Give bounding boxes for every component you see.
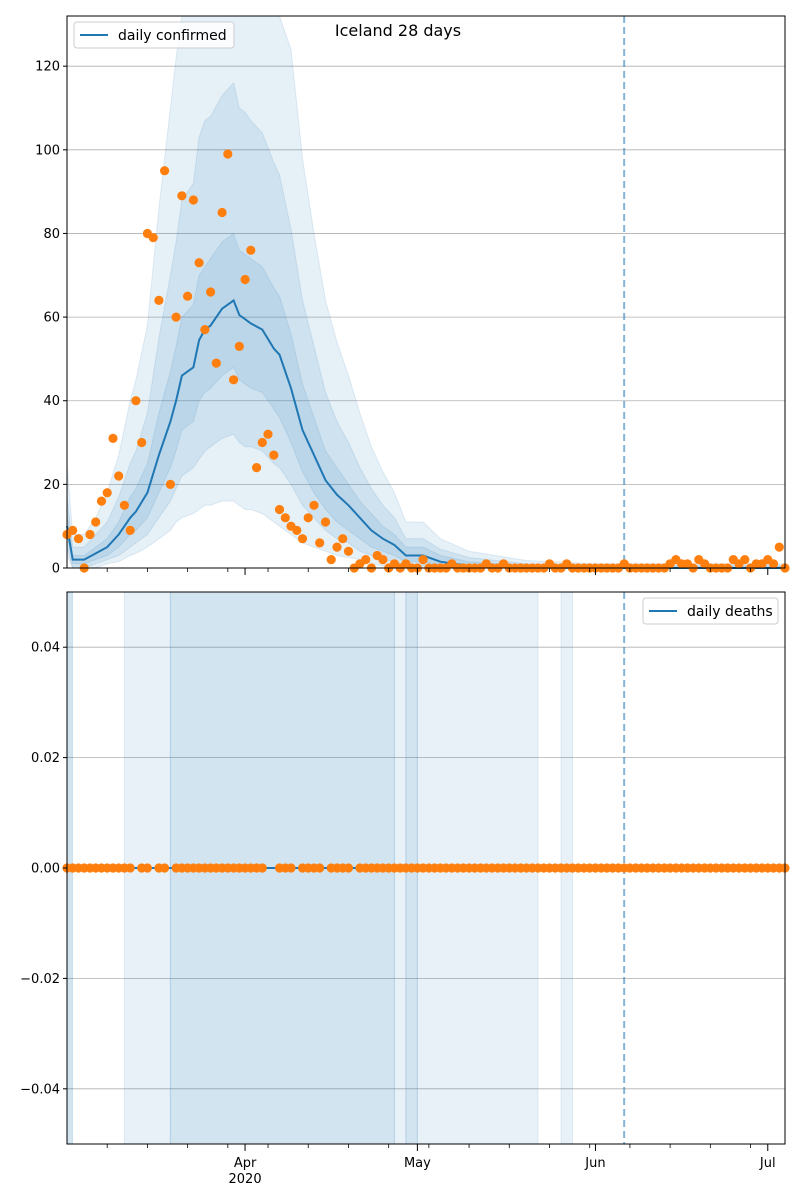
observed-point — [240, 274, 250, 285]
observed-point — [292, 525, 302, 536]
observed-point — [114, 471, 124, 481]
y-tick-label: 20 — [43, 478, 60, 493]
observed-point — [194, 258, 204, 268]
legend-deaths: daily deaths — [642, 597, 779, 625]
x-tick-label: Jul — [759, 1156, 776, 1171]
observed-point — [315, 863, 325, 873]
model-line — [66, 298, 785, 569]
y-tick-label: −0.04 — [20, 1082, 60, 1097]
observed-point — [206, 287, 216, 297]
y-tick-label: 0.02 — [31, 751, 60, 766]
observed-point — [303, 513, 313, 523]
observed-point — [91, 517, 101, 527]
y-tick-label: 0.00 — [31, 862, 60, 877]
y-tick-label: 80 — [43, 227, 60, 242]
observed-point — [188, 195, 198, 205]
observed-point — [315, 538, 325, 548]
confirmed-model-line — [66, 298, 785, 569]
y-tick-label: 0 — [52, 562, 60, 577]
observed-point — [252, 463, 262, 473]
observed-point — [269, 450, 279, 460]
observed-point — [343, 863, 354, 873]
observed-point — [378, 555, 388, 565]
observed-point — [332, 542, 342, 552]
observed-point — [108, 433, 118, 443]
observed-point — [148, 233, 158, 243]
y-tick-label: 60 — [43, 311, 60, 326]
chart-title: Iceland 28 days — [335, 21, 461, 40]
observed-point — [309, 500, 319, 510]
observed-point — [361, 555, 371, 565]
observed-point — [119, 500, 129, 510]
observed-point — [102, 488, 112, 498]
observed-point — [171, 312, 181, 322]
confirmed-x-ticks — [106, 568, 769, 575]
y-tick-label: 100 — [35, 143, 60, 158]
legend-label: daily confirmed — [118, 28, 227, 44]
observed-point — [774, 542, 784, 552]
y-tick-label: −0.02 — [20, 972, 60, 987]
confirmed-observed-points — [62, 149, 790, 573]
observed-point — [73, 534, 84, 544]
observed-point — [274, 504, 285, 515]
observed-point — [200, 325, 210, 335]
observed-point — [297, 534, 308, 544]
observed-point — [177, 191, 187, 201]
observed-point — [326, 555, 336, 565]
observed-point — [223, 149, 233, 159]
observed-point — [246, 245, 256, 255]
observed-point — [257, 437, 267, 448]
x-tick-year-label: 2020 — [229, 1172, 262, 1187]
observed-point — [137, 437, 147, 448]
observed-point — [418, 555, 428, 565]
y-tick-label: 0.04 — [31, 641, 60, 656]
y-tick-label: 120 — [35, 60, 60, 75]
observed-point — [211, 358, 221, 368]
observed-point — [154, 295, 164, 305]
observed-point — [217, 207, 227, 218]
observed-point — [257, 863, 267, 873]
x-tick-label: Jun — [584, 1156, 605, 1171]
observed-point — [142, 863, 152, 873]
deaths-y-axis: −0.04 −0.02 0.00 0.02 0.04 — [20, 641, 67, 1097]
observed-point — [740, 555, 750, 565]
observed-point — [85, 529, 95, 540]
observed-point — [125, 525, 135, 536]
observed-point — [165, 479, 175, 489]
observed-point — [229, 375, 239, 385]
observed-point — [131, 396, 141, 406]
observed-point — [96, 496, 107, 506]
observed-point — [183, 291, 193, 301]
observed-point — [286, 863, 296, 873]
observed-point — [68, 525, 78, 536]
observed-point — [338, 534, 348, 544]
observed-point — [160, 863, 170, 873]
observed-point — [160, 166, 170, 176]
legend-label: daily deaths — [687, 604, 773, 620]
observed-point — [234, 341, 244, 351]
legend-confirmed: daily confirmed — [73, 21, 235, 49]
y-tick-label: 40 — [43, 394, 60, 409]
confirmed-panel: 0 20 40 60 80 100 120 Iceland 28 days daily co… — [35, 15, 790, 577]
observed-point — [320, 517, 331, 527]
x-tick-label: May — [404, 1156, 431, 1171]
observed-point — [125, 863, 135, 873]
deaths-observed-points — [62, 863, 790, 873]
observed-point — [768, 559, 779, 569]
observed-point — [343, 546, 354, 556]
observed-point — [280, 513, 290, 523]
observed-point — [263, 429, 273, 439]
confirmed-y-axis: 0 20 40 60 80 100 120 — [35, 60, 67, 577]
x-tick-label: Apr — [234, 1156, 257, 1171]
